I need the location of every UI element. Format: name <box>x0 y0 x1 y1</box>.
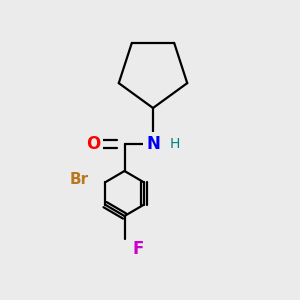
Text: H: H <box>169 137 180 151</box>
Text: Br: Br <box>70 172 89 188</box>
Text: O: O <box>86 135 100 153</box>
Text: N: N <box>146 135 160 153</box>
Text: F: F <box>132 240 144 258</box>
